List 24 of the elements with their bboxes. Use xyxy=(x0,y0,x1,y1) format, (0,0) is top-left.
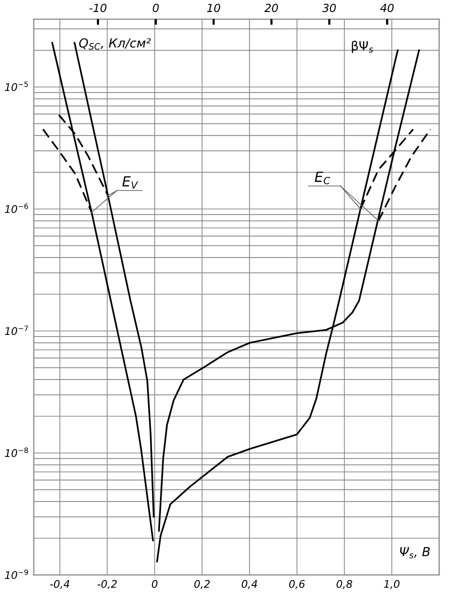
annotation: E$_{C}$ xyxy=(314,172,330,184)
x-tick-label: 0,6 xyxy=(289,580,305,589)
y-tick-label: 10$^{−9}$ xyxy=(4,569,28,580)
x-tick-label: 0,4 xyxy=(242,580,258,589)
x2-tick-label: 20 xyxy=(264,4,278,12)
x-tick-label: 0,8 xyxy=(336,580,352,589)
x2-axis-title: βΨ$_{s}$ xyxy=(352,40,374,53)
y-tick-label: 10$^{−7}$ xyxy=(4,326,28,336)
x2-tick-label: 10 xyxy=(207,4,220,12)
x-tick-label: 1,0 xyxy=(384,580,400,589)
x-tick-label: -0,2 xyxy=(98,580,117,589)
x2-tick-label: 30 xyxy=(322,4,336,12)
x-tick-label: 0 xyxy=(152,580,158,588)
x2-tick-label: 40 xyxy=(380,4,394,12)
annotation: E$_{V}$ xyxy=(122,176,138,189)
x-tick-label: 0,2 xyxy=(194,580,210,589)
x2-tick-label: -10 xyxy=(89,4,106,12)
x-axis-title: Ψ$_{s}$, В xyxy=(400,547,430,558)
y-tick-label: 10$^{−5}$ xyxy=(4,82,28,92)
x2-tick-label: 0 xyxy=(152,4,159,12)
x-tick-label: -0,4 xyxy=(50,580,70,589)
y-tick-label: 10$^{−8}$ xyxy=(4,447,28,458)
y-tick-label: 10$^{−6}$ xyxy=(4,203,28,214)
y-axis-title: Q$_{SC}$, Кл/см² xyxy=(79,38,151,50)
